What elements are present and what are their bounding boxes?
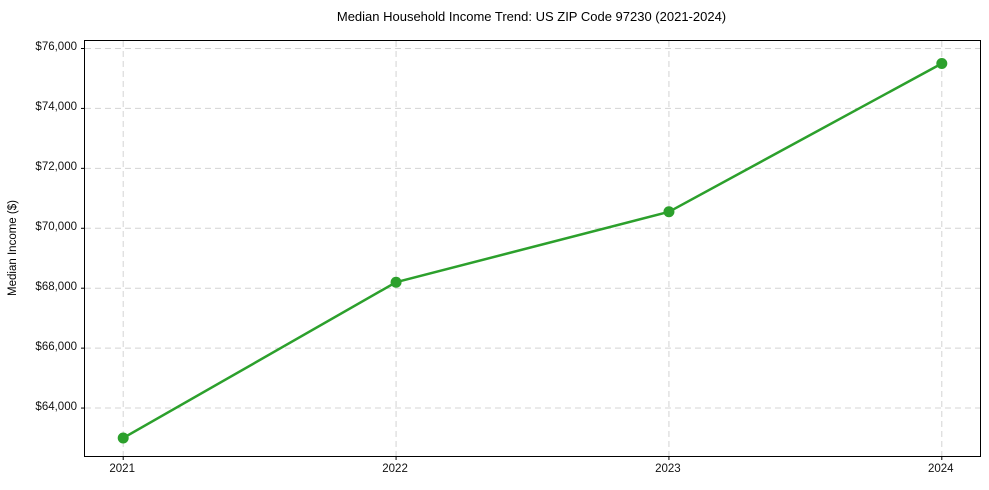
x-tick-label: 2021 bbox=[109, 463, 135, 475]
x-tick-label: 2023 bbox=[655, 463, 681, 475]
y-tick-label: $66,000 bbox=[35, 341, 77, 354]
trend-line bbox=[121, 62, 944, 440]
data-point bbox=[390, 276, 402, 288]
y-tick-label: $76,000 bbox=[35, 41, 77, 54]
x-tick-label: 2022 bbox=[382, 463, 408, 475]
y-tick-label: $74,000 bbox=[35, 101, 77, 114]
data-point bbox=[117, 432, 129, 444]
plot-area bbox=[81, 40, 981, 460]
x-tick-label: 2024 bbox=[928, 463, 954, 475]
data-point bbox=[663, 206, 675, 218]
chart-title: Median Household Income Trend: US ZIP Co… bbox=[336, 9, 727, 24]
chart-canvas bbox=[81, 41, 980, 460]
y-tick-label: $72,000 bbox=[35, 161, 77, 174]
y-tick-label: $70,000 bbox=[35, 221, 77, 234]
data-point bbox=[936, 57, 948, 69]
y-tick-label: $68,000 bbox=[35, 281, 77, 294]
y-tick-label: $64,000 bbox=[35, 401, 77, 414]
